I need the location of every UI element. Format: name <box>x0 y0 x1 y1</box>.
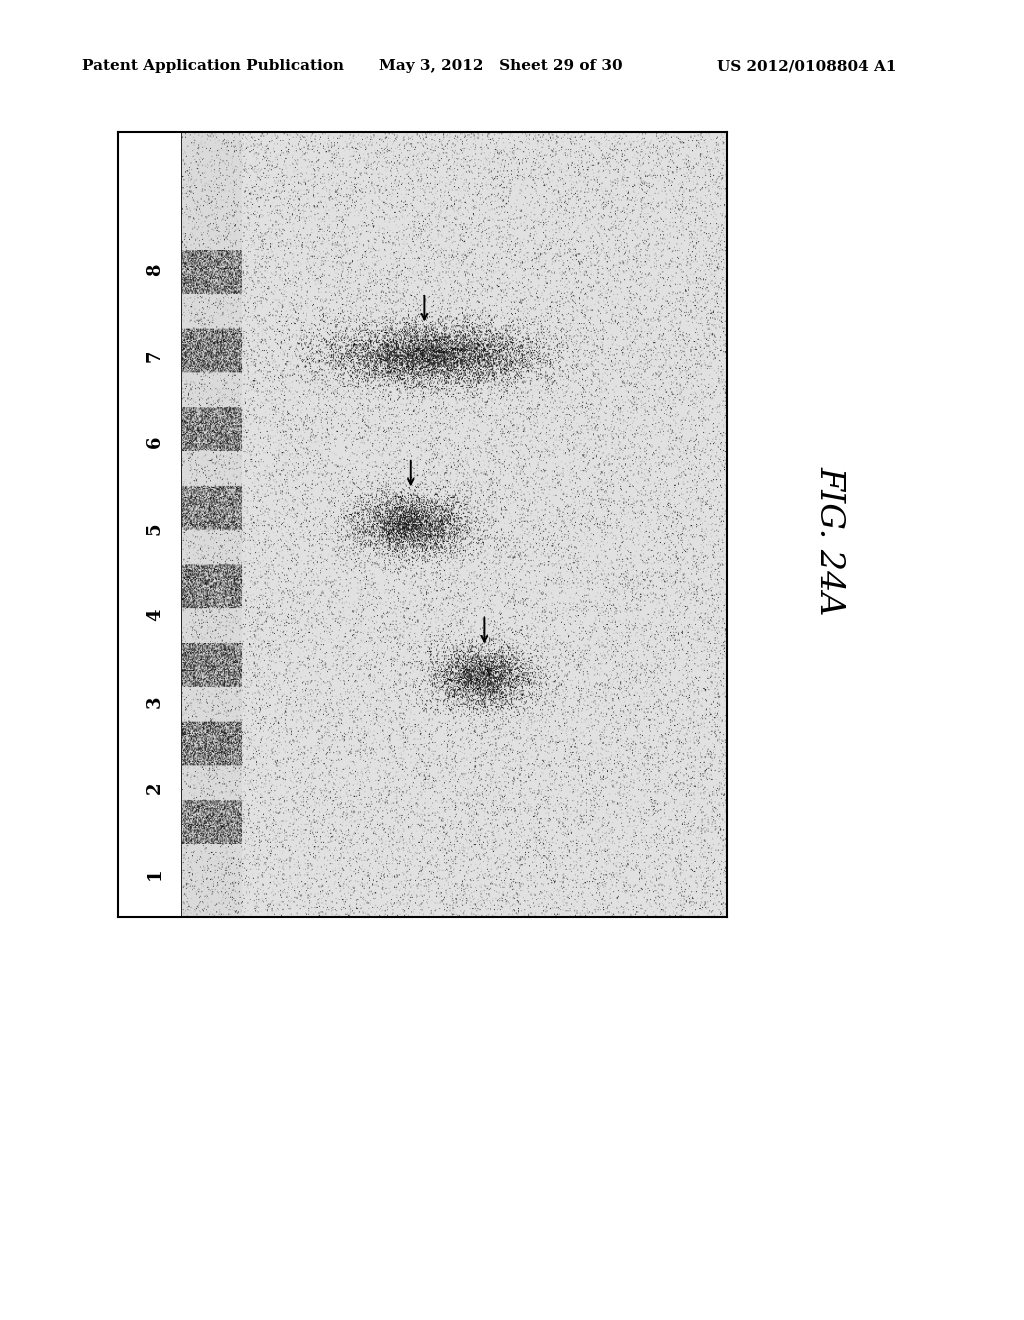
Text: 6: 6 <box>145 436 164 449</box>
Text: 4: 4 <box>145 609 164 622</box>
Text: 1: 1 <box>145 869 164 880</box>
Text: 2: 2 <box>145 781 164 795</box>
Text: US 2012/0108804 A1: US 2012/0108804 A1 <box>717 59 896 74</box>
Text: 8: 8 <box>145 263 164 276</box>
Text: May 3, 2012   Sheet 29 of 30: May 3, 2012 Sheet 29 of 30 <box>379 59 623 74</box>
Text: Patent Application Publication: Patent Application Publication <box>82 59 344 74</box>
Text: FIG. 24A: FIG. 24A <box>813 466 846 616</box>
Text: 7: 7 <box>145 350 164 362</box>
Text: 5: 5 <box>145 523 164 535</box>
Text: 3: 3 <box>145 696 164 708</box>
